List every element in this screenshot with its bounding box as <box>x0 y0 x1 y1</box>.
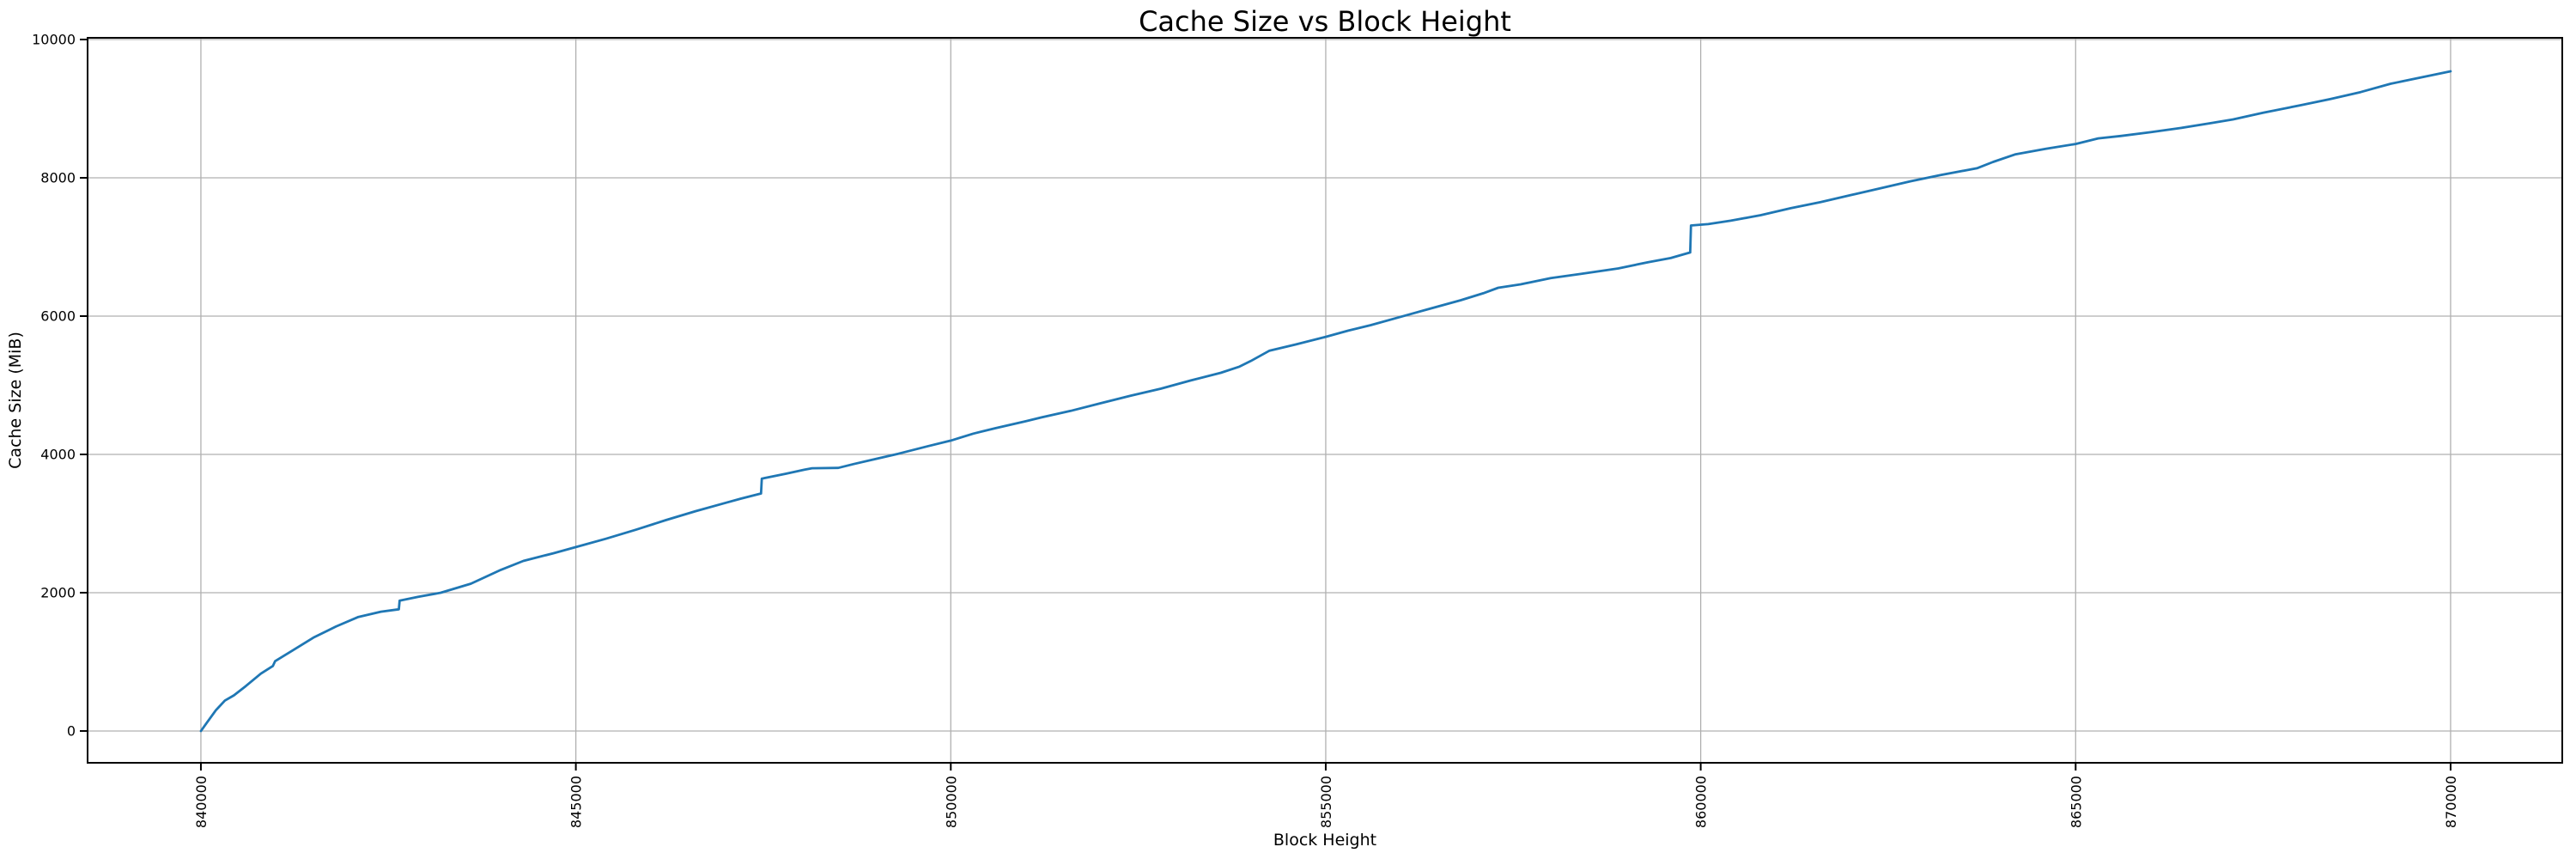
x-tick-label: 870000 <box>2443 776 2459 828</box>
data-series <box>199 70 2452 733</box>
x-axis-label: Block Height <box>1273 831 1376 850</box>
y-tick-label: 2000 <box>40 584 76 600</box>
gridlines <box>88 38 2562 763</box>
x-tick-label: 855000 <box>1318 776 1334 828</box>
cache-size-line <box>199 70 2452 733</box>
y-tick-label: 6000 <box>40 308 76 324</box>
tick-labels: 840000 845000 850000 855000 860000 865000 8700… <box>32 32 2459 829</box>
y-tick-label: 4000 <box>40 446 76 462</box>
x-tick-label: 840000 <box>193 776 210 828</box>
chart-title: Cache Size vs Block Height <box>1139 5 1511 38</box>
axes <box>80 37 2563 771</box>
y-tick-label: 10000 <box>32 32 76 48</box>
x-tick-label: 865000 <box>2068 776 2084 828</box>
x-tick-label: 845000 <box>568 776 585 828</box>
y-tick-label: 0 <box>67 722 76 739</box>
y-tick-label: 8000 <box>40 170 76 186</box>
x-tick-label: 860000 <box>1693 776 1710 828</box>
x-tick-label: 850000 <box>943 776 959 828</box>
plot-spines <box>87 37 2563 764</box>
y-axis-label: Cache Size (MiB) <box>6 332 25 469</box>
